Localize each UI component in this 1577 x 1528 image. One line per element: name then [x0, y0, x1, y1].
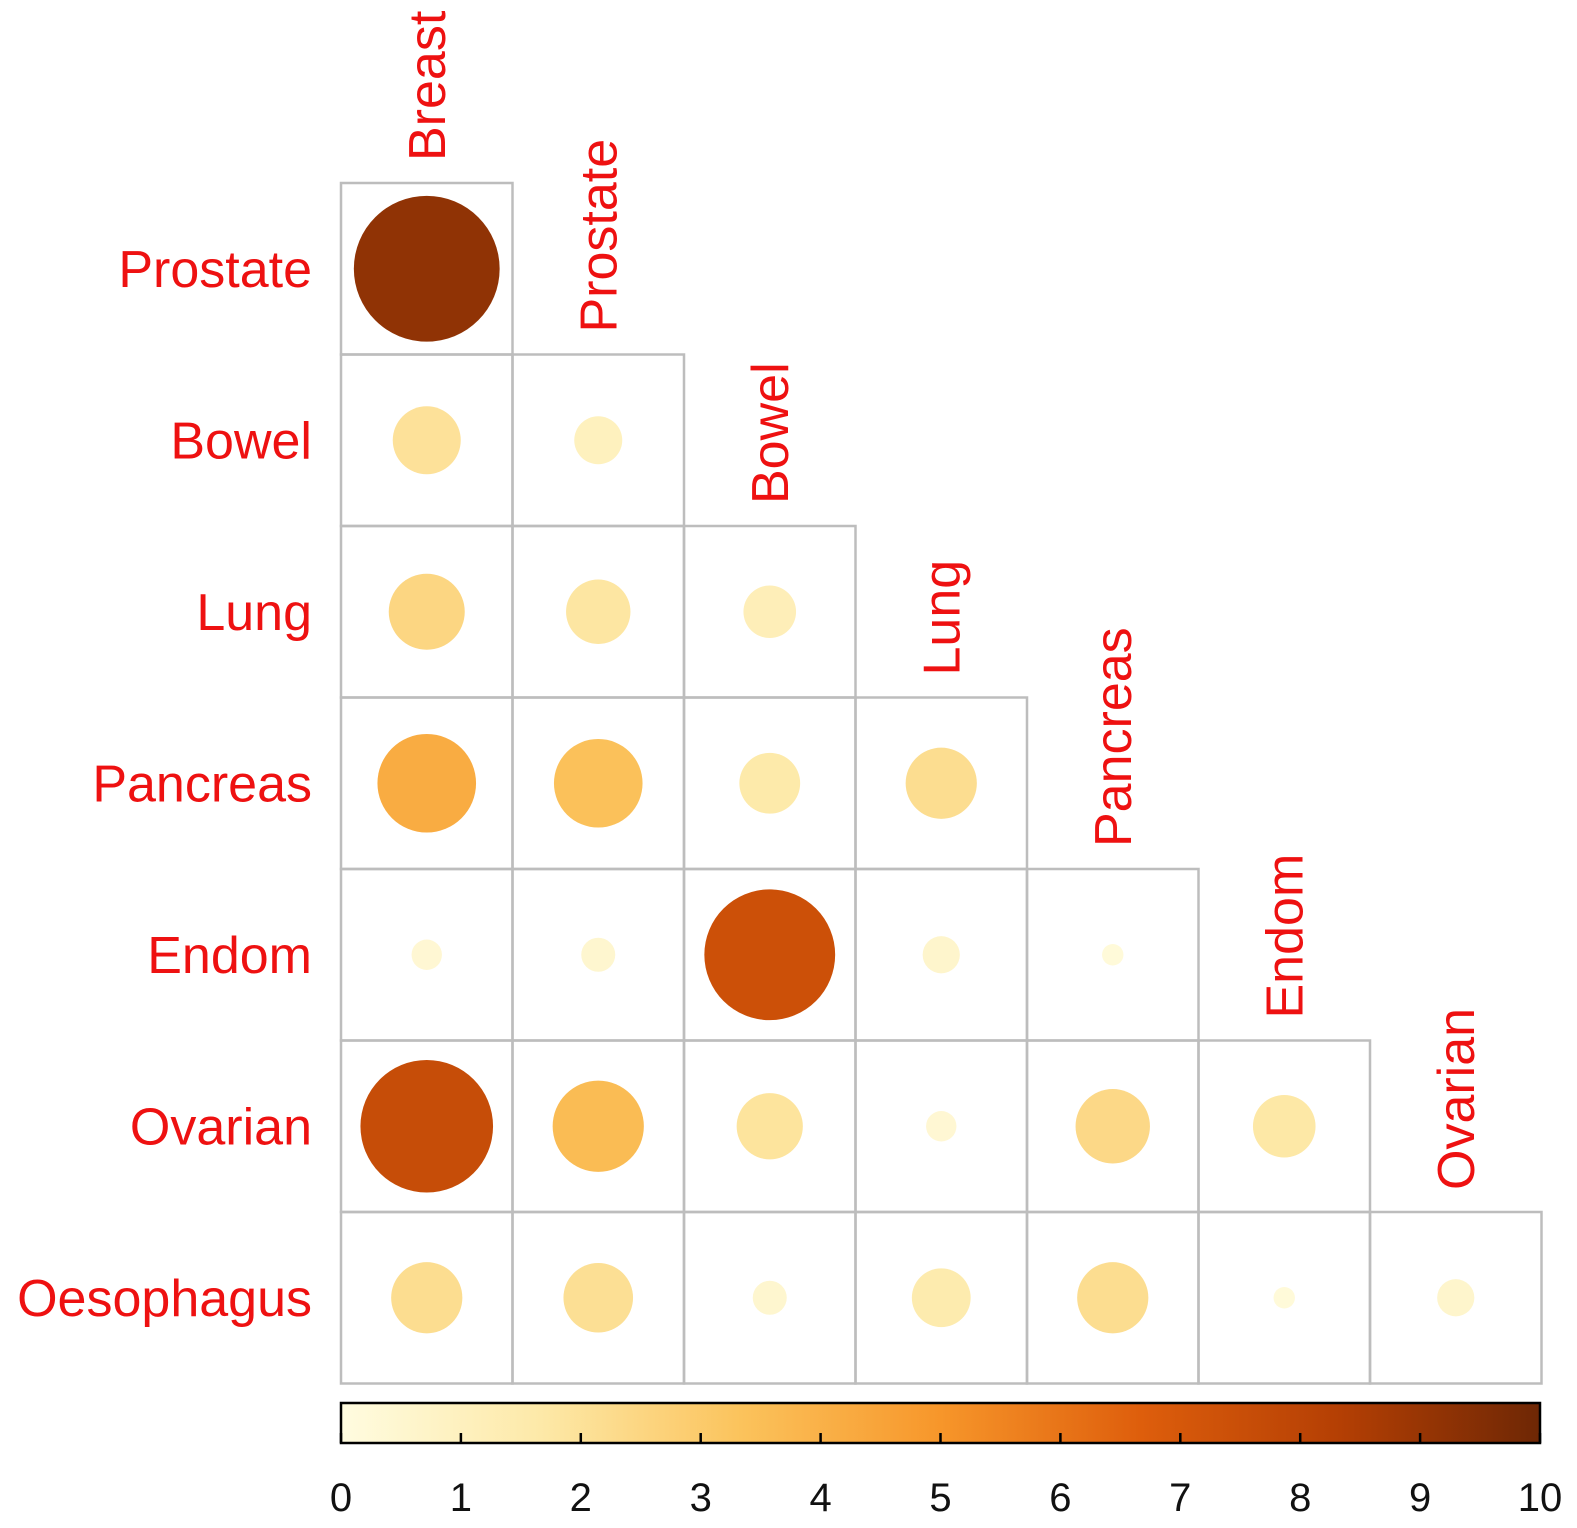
column-label: Prostate: [570, 139, 628, 333]
bubble-endom-lung: [922, 936, 960, 974]
bubble-pancreas-lung: [905, 747, 977, 819]
bubble-ovarian-lung: [926, 1111, 957, 1142]
bubble-ovarian-endom: [1252, 1094, 1316, 1158]
colorbar-tick-label: 6: [1049, 1476, 1071, 1520]
colorbar-tick-label: 9: [1409, 1476, 1431, 1520]
bubble-oesophagus-endom: [1273, 1287, 1295, 1309]
bubble-layer: [353, 195, 1475, 1334]
colorbar-tick-label: 5: [929, 1476, 951, 1520]
row-label: Lung: [196, 584, 312, 642]
bubble-prostate-breast: [353, 195, 500, 342]
row-label: Endom: [147, 927, 312, 985]
column-label: Breast: [399, 10, 457, 161]
row-label: Prostate: [118, 241, 312, 299]
colorbar-tick-label: 1: [450, 1476, 472, 1520]
row-label: Pancreas: [92, 755, 312, 813]
column-label: Ovarian: [1428, 1008, 1486, 1190]
column-label: Lung: [913, 560, 971, 676]
bubble-endom-pancreas: [1102, 944, 1124, 966]
row-label: Bowel: [170, 412, 312, 470]
row-label: Ovarian: [130, 1098, 312, 1156]
bubble-endom-prostate: [581, 937, 616, 972]
bubble-bowel-breast: [392, 406, 461, 475]
bubble-oesophagus-ovarian: [1437, 1279, 1475, 1317]
bubble-oesophagus-pancreas: [1077, 1262, 1149, 1334]
bubble-ovarian-pancreas: [1075, 1089, 1150, 1164]
colorbar-tick-label: 4: [809, 1476, 831, 1520]
colorbar-tick-label: 2: [570, 1476, 592, 1520]
column-label: Pancreas: [1085, 627, 1143, 847]
bubble-lung-bowel: [743, 585, 797, 639]
grid-layer: [339, 181, 1543, 1385]
colorbar-tick-label: 7: [1169, 1476, 1191, 1520]
column-labels: Breast Prostate Bowel Lung Pancreas Endom Ovar…: [399, 10, 1486, 1190]
colorbar-tick-label: 3: [690, 1476, 712, 1520]
row-labels: Prostate Bowel Lung Pancreas Endom Ovarian Oes…: [17, 241, 312, 1328]
bubble-ovarian-bowel: [736, 1093, 803, 1160]
bubble-bowel-prostate: [574, 416, 623, 465]
bubble-oesophagus-bowel: [752, 1280, 787, 1315]
bubble-oesophagus-prostate: [563, 1262, 634, 1333]
colorbar: 0 1 2 3 4 5 6 7 8 9 10: [330, 1401, 1563, 1520]
bubble-lung-prostate: [566, 579, 631, 644]
column-label: Endom: [1256, 854, 1314, 1019]
colorbar-tick-label: 0: [330, 1476, 352, 1520]
bubble-oesophagus-lung: [911, 1268, 971, 1328]
colorbar-tick-label: 10: [1518, 1476, 1563, 1520]
bubble-pancreas-bowel: [739, 752, 801, 814]
colorbar-tick-label: 8: [1289, 1476, 1311, 1520]
column-label: Bowel: [742, 362, 800, 504]
bubble-endom-bowel: [704, 889, 836, 1021]
bubble-ovarian-prostate: [552, 1080, 644, 1172]
bubble-ovarian-breast: [360, 1059, 494, 1193]
row-label: Oesophagus: [17, 1270, 312, 1328]
bubble-endom-breast: [411, 939, 442, 970]
bubble-pancreas-prostate: [553, 738, 643, 828]
bubble-pancreas-breast: [377, 733, 477, 833]
bubble-oesophagus-breast: [391, 1262, 463, 1334]
bubble-lung-breast: [388, 573, 465, 650]
grid-cell: [1368, 1210, 1543, 1385]
